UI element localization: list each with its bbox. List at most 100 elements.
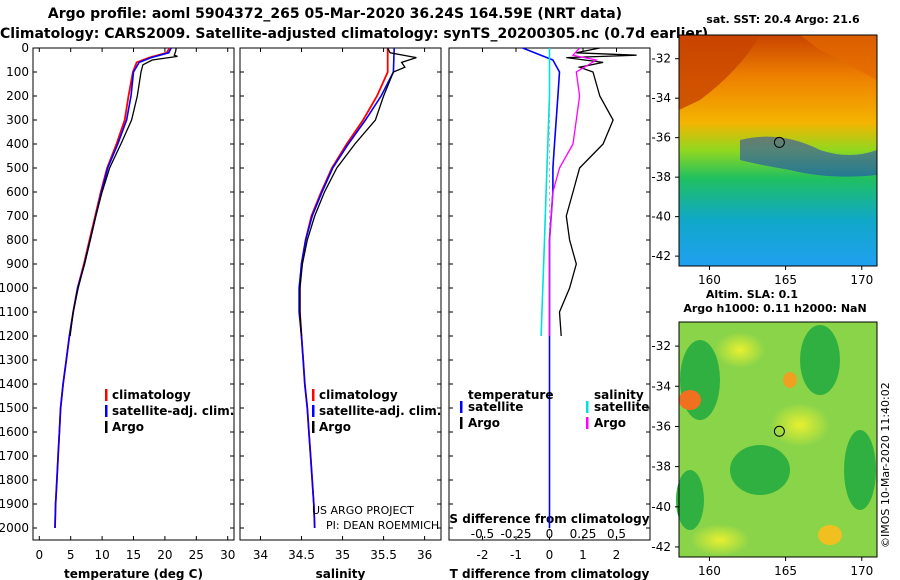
depth-tick-label: 300 [6, 113, 29, 127]
top-tick-label: 0 [546, 527, 554, 541]
legend-swatch [312, 405, 315, 417]
sla-map [676, 321, 878, 558]
legend-swatch [312, 389, 315, 401]
sla-high-blob [690, 524, 750, 556]
legend-swatch [105, 405, 108, 417]
top-tick-label: 0.5 [607, 527, 626, 541]
x-tick-label: 2 [613, 548, 621, 562]
top-tick-label: -0.25 [500, 527, 531, 541]
x-tick-label: 34.5 [288, 548, 315, 562]
legend-swatch [586, 417, 589, 429]
map-x-tick-label: 170 [850, 564, 873, 578]
map-y-tick-label: -42 [651, 540, 671, 554]
x-tick-label: 34 [253, 548, 268, 562]
depth-tick-label: 1600 [0, 425, 29, 439]
x-tick-label: 35 [335, 548, 350, 562]
map-y-tick-label: -34 [651, 379, 671, 393]
depth-tick-label: 1100 [0, 305, 29, 319]
depth-tick-label: 1000 [0, 281, 29, 295]
series-line [298, 47, 395, 529]
depth-tick-label: 100 [6, 65, 29, 79]
map-y-tick-label: -38 [651, 170, 671, 184]
legend-label: Argo [319, 420, 351, 434]
depth-tick-label: 200 [6, 89, 29, 103]
x-tick-label: 0 [35, 548, 43, 562]
sla-map-title: Altim. SLA: 0.1 [706, 288, 798, 301]
legend-label: satellite [594, 400, 649, 414]
chart-title-line2: Climatology: CARS2009. Satellite-adjuste… [0, 26, 709, 42]
sla-low-blob [676, 470, 704, 530]
legend-label: satellite-adj. clim. [319, 404, 441, 418]
x-tick-label: 5 [67, 548, 75, 562]
legend-label: Argo [468, 416, 500, 430]
depth-tick-label: 1900 [0, 497, 29, 511]
x-axis-label: salinity [316, 567, 366, 580]
legend-swatch [460, 401, 463, 413]
sla-map-axes: -32 -34 -36 -38 -40 -42 160 165 170 [651, 339, 873, 578]
depth-tick-label: 1700 [0, 449, 29, 463]
legend-label: satellite-adj. clim. [112, 404, 234, 418]
sst-map-title: sat. SST: 20.4 Argo: 21.6 [706, 13, 860, 26]
plot-frame [32, 47, 235, 541]
legend-label: satellite [468, 400, 523, 414]
legend-title: temperature [468, 388, 553, 402]
legend-swatch [105, 389, 108, 401]
argo-location-marker [773, 425, 785, 437]
depth-tick-label: 1500 [0, 401, 29, 415]
map-y-tick-label: -36 [651, 131, 671, 145]
map-y-tick-label: -34 [651, 91, 671, 105]
depth-tick-label: 0 [21, 41, 29, 55]
sst-warm-patch [679, 35, 760, 110]
sst-map-axes: -32 -34 -36 -38 -40 -42 160 165 170 [651, 52, 873, 287]
legend-label: climatology [319, 388, 398, 402]
legend-swatch [312, 421, 315, 433]
legend-label: Argo [594, 416, 626, 430]
x-axis-label: temperature (deg C) [64, 567, 203, 580]
depth-tick-label: 1200 [0, 329, 29, 343]
x-tick-label: -2 [477, 548, 489, 562]
chart-title-line1: Argo profile: aoml 5904372_265 05-Mar-20… [47, 6, 623, 22]
depth-tick-label: 1800 [0, 473, 29, 487]
sla-peak [679, 390, 701, 410]
legend-label: climatology [112, 388, 191, 402]
x-tick-label: 20 [157, 548, 172, 562]
map-y-tick-label: -40 [651, 500, 671, 514]
top-tick-label: -0.5 [471, 527, 494, 541]
sla-high-blob [715, 332, 765, 368]
map-x-tick-label: 170 [850, 273, 873, 287]
series-line [548, 47, 599, 336]
x-axis-label: T difference from climatology [450, 567, 650, 580]
depth-tick-label: 600 [6, 185, 29, 199]
series-line [69, 47, 178, 337]
x-tick-label: 36 [417, 548, 432, 562]
x-tick-label: 15 [126, 548, 141, 562]
depth-tick-label: 1300 [0, 353, 29, 367]
sst-cool-band [740, 136, 877, 177]
legend-swatch [460, 417, 463, 429]
legend-swatch [586, 401, 589, 413]
x-tick-label: 25 [189, 548, 204, 562]
sla-map-frame [678, 321, 878, 558]
sst-map-frame [678, 34, 878, 267]
top-tick-label: 0.25 [570, 527, 597, 541]
map-y-tick-label: -38 [651, 460, 671, 474]
legend-title: salinity [594, 388, 644, 402]
legend-swatch [105, 421, 108, 433]
sla-low-blob [730, 445, 790, 495]
argo-location-marker [773, 136, 785, 148]
plot-frame [239, 47, 442, 541]
map-y-tick-label: -36 [651, 419, 671, 433]
sla-low-blob [800, 325, 840, 395]
x-tick-label: 35.5 [370, 548, 397, 562]
map-x-tick-label: 165 [774, 273, 797, 287]
depth-tick-label: 1400 [0, 377, 29, 391]
sla-peak [783, 372, 797, 388]
sla-high-blob [770, 403, 830, 447]
series-line [540, 48, 551, 337]
depth-tick-label: 800 [6, 233, 29, 247]
legend-label: Argo [112, 420, 144, 434]
sla-peak [818, 525, 842, 545]
map-y-tick-label: -32 [651, 339, 671, 353]
